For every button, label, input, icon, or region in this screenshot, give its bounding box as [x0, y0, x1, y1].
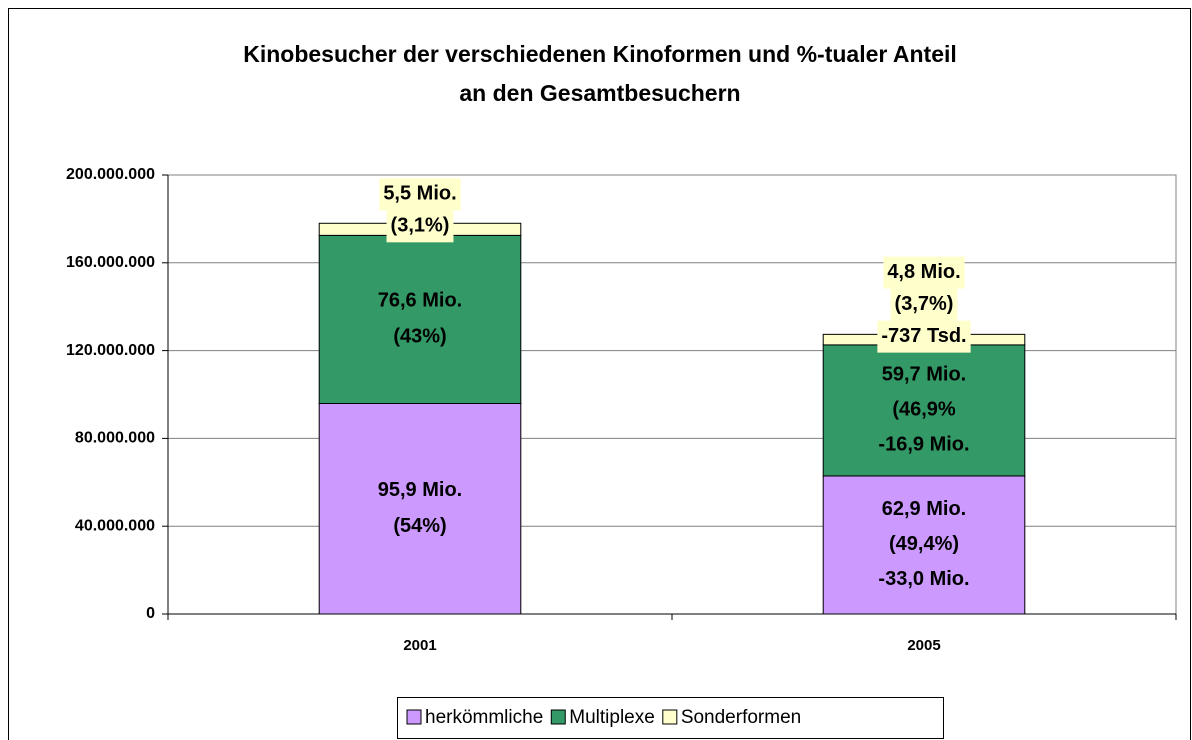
bar-segment	[318, 234, 522, 404]
data-label: -16,9 Mio.	[878, 434, 969, 456]
data-label: (3,1%)	[391, 215, 450, 237]
bar-segment	[822, 475, 1026, 615]
data-label-bg	[386, 210, 454, 243]
chart-title: an den Gesamtbesuchern	[459, 80, 740, 106]
y-tick-label: 80.000.000	[75, 430, 155, 447]
y-tick-label: 200.000.000	[66, 166, 155, 183]
bar-segment	[822, 344, 1026, 477]
data-label: 59,7 Mio.	[882, 364, 966, 386]
data-label-bg	[890, 288, 958, 321]
legend-swatch	[662, 709, 678, 725]
data-label-bg	[877, 320, 971, 353]
data-label: 4,8 Mio.	[887, 261, 960, 283]
legend-label: Multiplexe	[569, 707, 655, 728]
y-tick-label: 160.000.000	[66, 254, 155, 271]
data-label: 62,9 Mio.	[882, 498, 966, 520]
data-label: 76,6 Mio.	[378, 290, 462, 312]
data-label-bg	[883, 256, 965, 289]
data-label: 95,9 Mio.	[378, 479, 462, 501]
x-tick-label: 2001	[403, 637, 436, 654]
bar-segment	[318, 402, 522, 615]
data-label: -33,0 Mio.	[878, 568, 969, 590]
data-label: (49,4%)	[889, 533, 959, 555]
data-label: (46,9%	[892, 399, 956, 421]
data-label: (3,7%)	[895, 293, 954, 315]
legend-swatch	[550, 709, 566, 725]
data-label: -737 Tsd.	[881, 325, 966, 347]
x-tick-label: 2005	[907, 637, 940, 654]
y-tick-label: 40.000.000	[75, 517, 155, 534]
y-tick-label: 0	[146, 605, 155, 622]
data-label: 5,5 Mio.	[383, 183, 456, 205]
data-label: (43%)	[393, 326, 446, 348]
y-tick-label: 120.000.000	[66, 342, 155, 359]
legend-label: Sonderformen	[681, 707, 801, 728]
chart-title: Kinobesucher der verschiedenen Kinoforme…	[243, 41, 957, 67]
legend-label: herkömmliche	[425, 707, 543, 728]
data-label-bg	[379, 178, 461, 211]
legend-swatch	[406, 709, 422, 725]
data-label: (54%)	[393, 515, 446, 537]
